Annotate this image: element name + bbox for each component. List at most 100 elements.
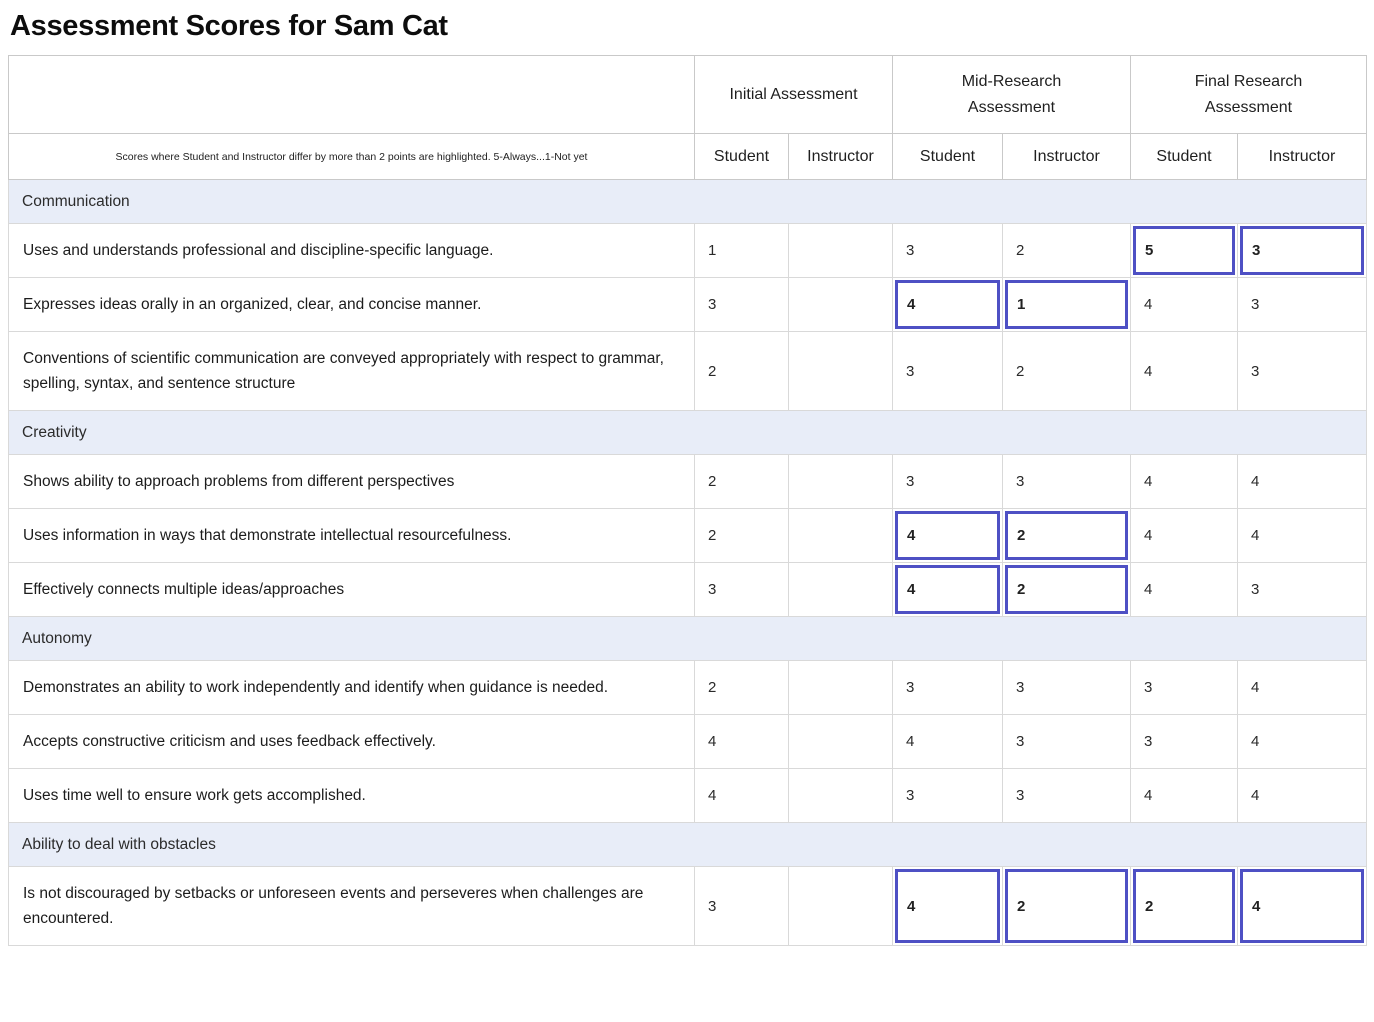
section-header: Autonomy — [8, 616, 1367, 661]
score-cell: 4 — [1237, 714, 1367, 769]
score-cell: 3 — [1002, 454, 1131, 509]
score-cell: 4 — [1130, 562, 1238, 617]
table-row: Expresses ideas orally in an organized, … — [8, 277, 1367, 332]
table-row: Accepts constructive criticism and uses … — [8, 714, 1367, 769]
score-value: 4 — [708, 787, 717, 804]
score-value: 4 — [1144, 787, 1153, 804]
table-row: Uses and understands professional and di… — [8, 223, 1367, 278]
score-value — [789, 898, 802, 915]
score-value: 4 — [708, 733, 717, 750]
score-cell: 3 — [694, 562, 789, 617]
score-value: 3 — [1016, 679, 1025, 696]
score-value: 4 — [907, 897, 916, 915]
header-initial-assessment: Initial Assessment — [694, 55, 893, 134]
score-value: 2 — [1016, 362, 1025, 380]
score-cell-highlighted: 2 — [1002, 562, 1131, 617]
criterion-text: Expresses ideas orally in an organized, … — [8, 277, 695, 332]
criterion-text: Shows ability to approach problems from … — [8, 454, 695, 509]
criterion-text: Accepts constructive criticism and uses … — [8, 714, 695, 769]
score-value — [789, 242, 802, 259]
score-cell — [788, 866, 893, 946]
score-value: 1 — [1017, 296, 1026, 313]
score-value: 2 — [1145, 897, 1154, 915]
score-cell — [788, 660, 893, 715]
score-value: 4 — [1251, 787, 1260, 804]
table-row: Effectively connects multiple ideas/appr… — [8, 562, 1367, 617]
subheader-final-instructor: Instructor — [1237, 133, 1367, 180]
score-value — [789, 363, 802, 380]
score-value: 3 — [708, 296, 717, 313]
criterion-text: Is not discouraged by setbacks or unfore… — [8, 866, 695, 946]
score-value: 4 — [907, 527, 916, 544]
score-value: 3 — [1251, 296, 1260, 313]
score-value: 4 — [1144, 473, 1153, 490]
score-cell: 2 — [694, 331, 789, 411]
subheader-mid-instructor: Instructor — [1002, 133, 1131, 180]
legend-note: Scores where Student and Instructor diff… — [8, 133, 695, 180]
score-cell: 3 — [1002, 714, 1131, 769]
criterion-text: Uses information in ways that demonstrat… — [8, 508, 695, 563]
score-value: 3 — [1016, 473, 1025, 490]
score-value: 3 — [906, 679, 915, 696]
score-cell — [788, 454, 893, 509]
section-row: Creativity — [8, 410, 1367, 455]
score-value — [789, 733, 802, 750]
criterion-text: Demonstrates an ability to work independ… — [8, 660, 695, 715]
score-cell: 1 — [694, 223, 789, 278]
score-cell: 2 — [1002, 223, 1131, 278]
score-cell: 4 — [1130, 508, 1238, 563]
score-cell: 4 — [1237, 768, 1367, 823]
highlight-box: 3 — [1240, 226, 1364, 275]
score-value: 2 — [1017, 581, 1026, 598]
score-value: 4 — [1251, 733, 1260, 750]
score-value: 2 — [708, 473, 717, 490]
subheader-initial-student: Student — [694, 133, 789, 180]
table-header: Initial Assessment Mid-Research Assessme… — [8, 55, 1367, 180]
score-cell: 3 — [1237, 562, 1367, 617]
subheader-mid-student: Student — [892, 133, 1003, 180]
header-final-research-assessment: Final Research Assessment — [1130, 55, 1367, 134]
score-value: 4 — [1144, 296, 1153, 313]
score-value: 2 — [1016, 242, 1025, 259]
criterion-text: Uses and understands professional and di… — [8, 223, 695, 278]
score-cell: 3 — [1002, 768, 1131, 823]
score-value: 3 — [1252, 242, 1261, 259]
section-row: Autonomy — [8, 616, 1367, 661]
score-cell: 3 — [1130, 660, 1238, 715]
header-mid-research-assessment-label: Mid-Research Assessment — [961, 72, 1062, 116]
table-row: Uses time well to ensure work gets accom… — [8, 768, 1367, 823]
assessment-header-row: Initial Assessment Mid-Research Assessme… — [8, 55, 1367, 134]
header-final-research-assessment-label: Final Research Assessment — [1194, 72, 1303, 116]
score-cell: 3 — [694, 277, 789, 332]
score-cell: 3 — [892, 223, 1003, 278]
score-value: 5 — [1145, 242, 1154, 259]
table-body: Communication Uses and understands profes… — [8, 179, 1367, 946]
score-cell: 4 — [892, 714, 1003, 769]
score-cell: 3 — [1002, 660, 1131, 715]
page: Assessment Scores for Sam Cat Initial As… — [8, 10, 1367, 946]
score-value — [789, 679, 802, 696]
section-row: Ability to deal with obstacles — [8, 822, 1367, 867]
score-value: 4 — [906, 733, 915, 750]
score-value: 2 — [1017, 897, 1026, 915]
score-cell: 2 — [694, 508, 789, 563]
score-value: 3 — [906, 787, 915, 804]
section-header: Communication — [8, 179, 1367, 224]
section-header: Creativity — [8, 410, 1367, 455]
table-row: Conventions of scientific communication … — [8, 331, 1367, 411]
criterion-text: Conventions of scientific communication … — [8, 331, 695, 411]
score-value: 3 — [906, 473, 915, 490]
score-cell-highlighted: 4 — [892, 277, 1003, 332]
score-value: 3 — [708, 581, 717, 598]
score-cell-highlighted: 2 — [1130, 866, 1238, 946]
score-cell: 2 — [1002, 331, 1131, 411]
criterion-text: Uses time well to ensure work gets accom… — [8, 768, 695, 823]
score-cell-highlighted: 2 — [1002, 508, 1131, 563]
table-row: Demonstrates an ability to work independ… — [8, 660, 1367, 715]
score-cell-highlighted: 4 — [1237, 866, 1367, 946]
corner-cell — [8, 55, 695, 134]
score-value: 3 — [1144, 733, 1153, 750]
score-value: 4 — [1144, 362, 1153, 380]
score-value: 4 — [1144, 581, 1153, 598]
score-cell-highlighted: 4 — [892, 508, 1003, 563]
